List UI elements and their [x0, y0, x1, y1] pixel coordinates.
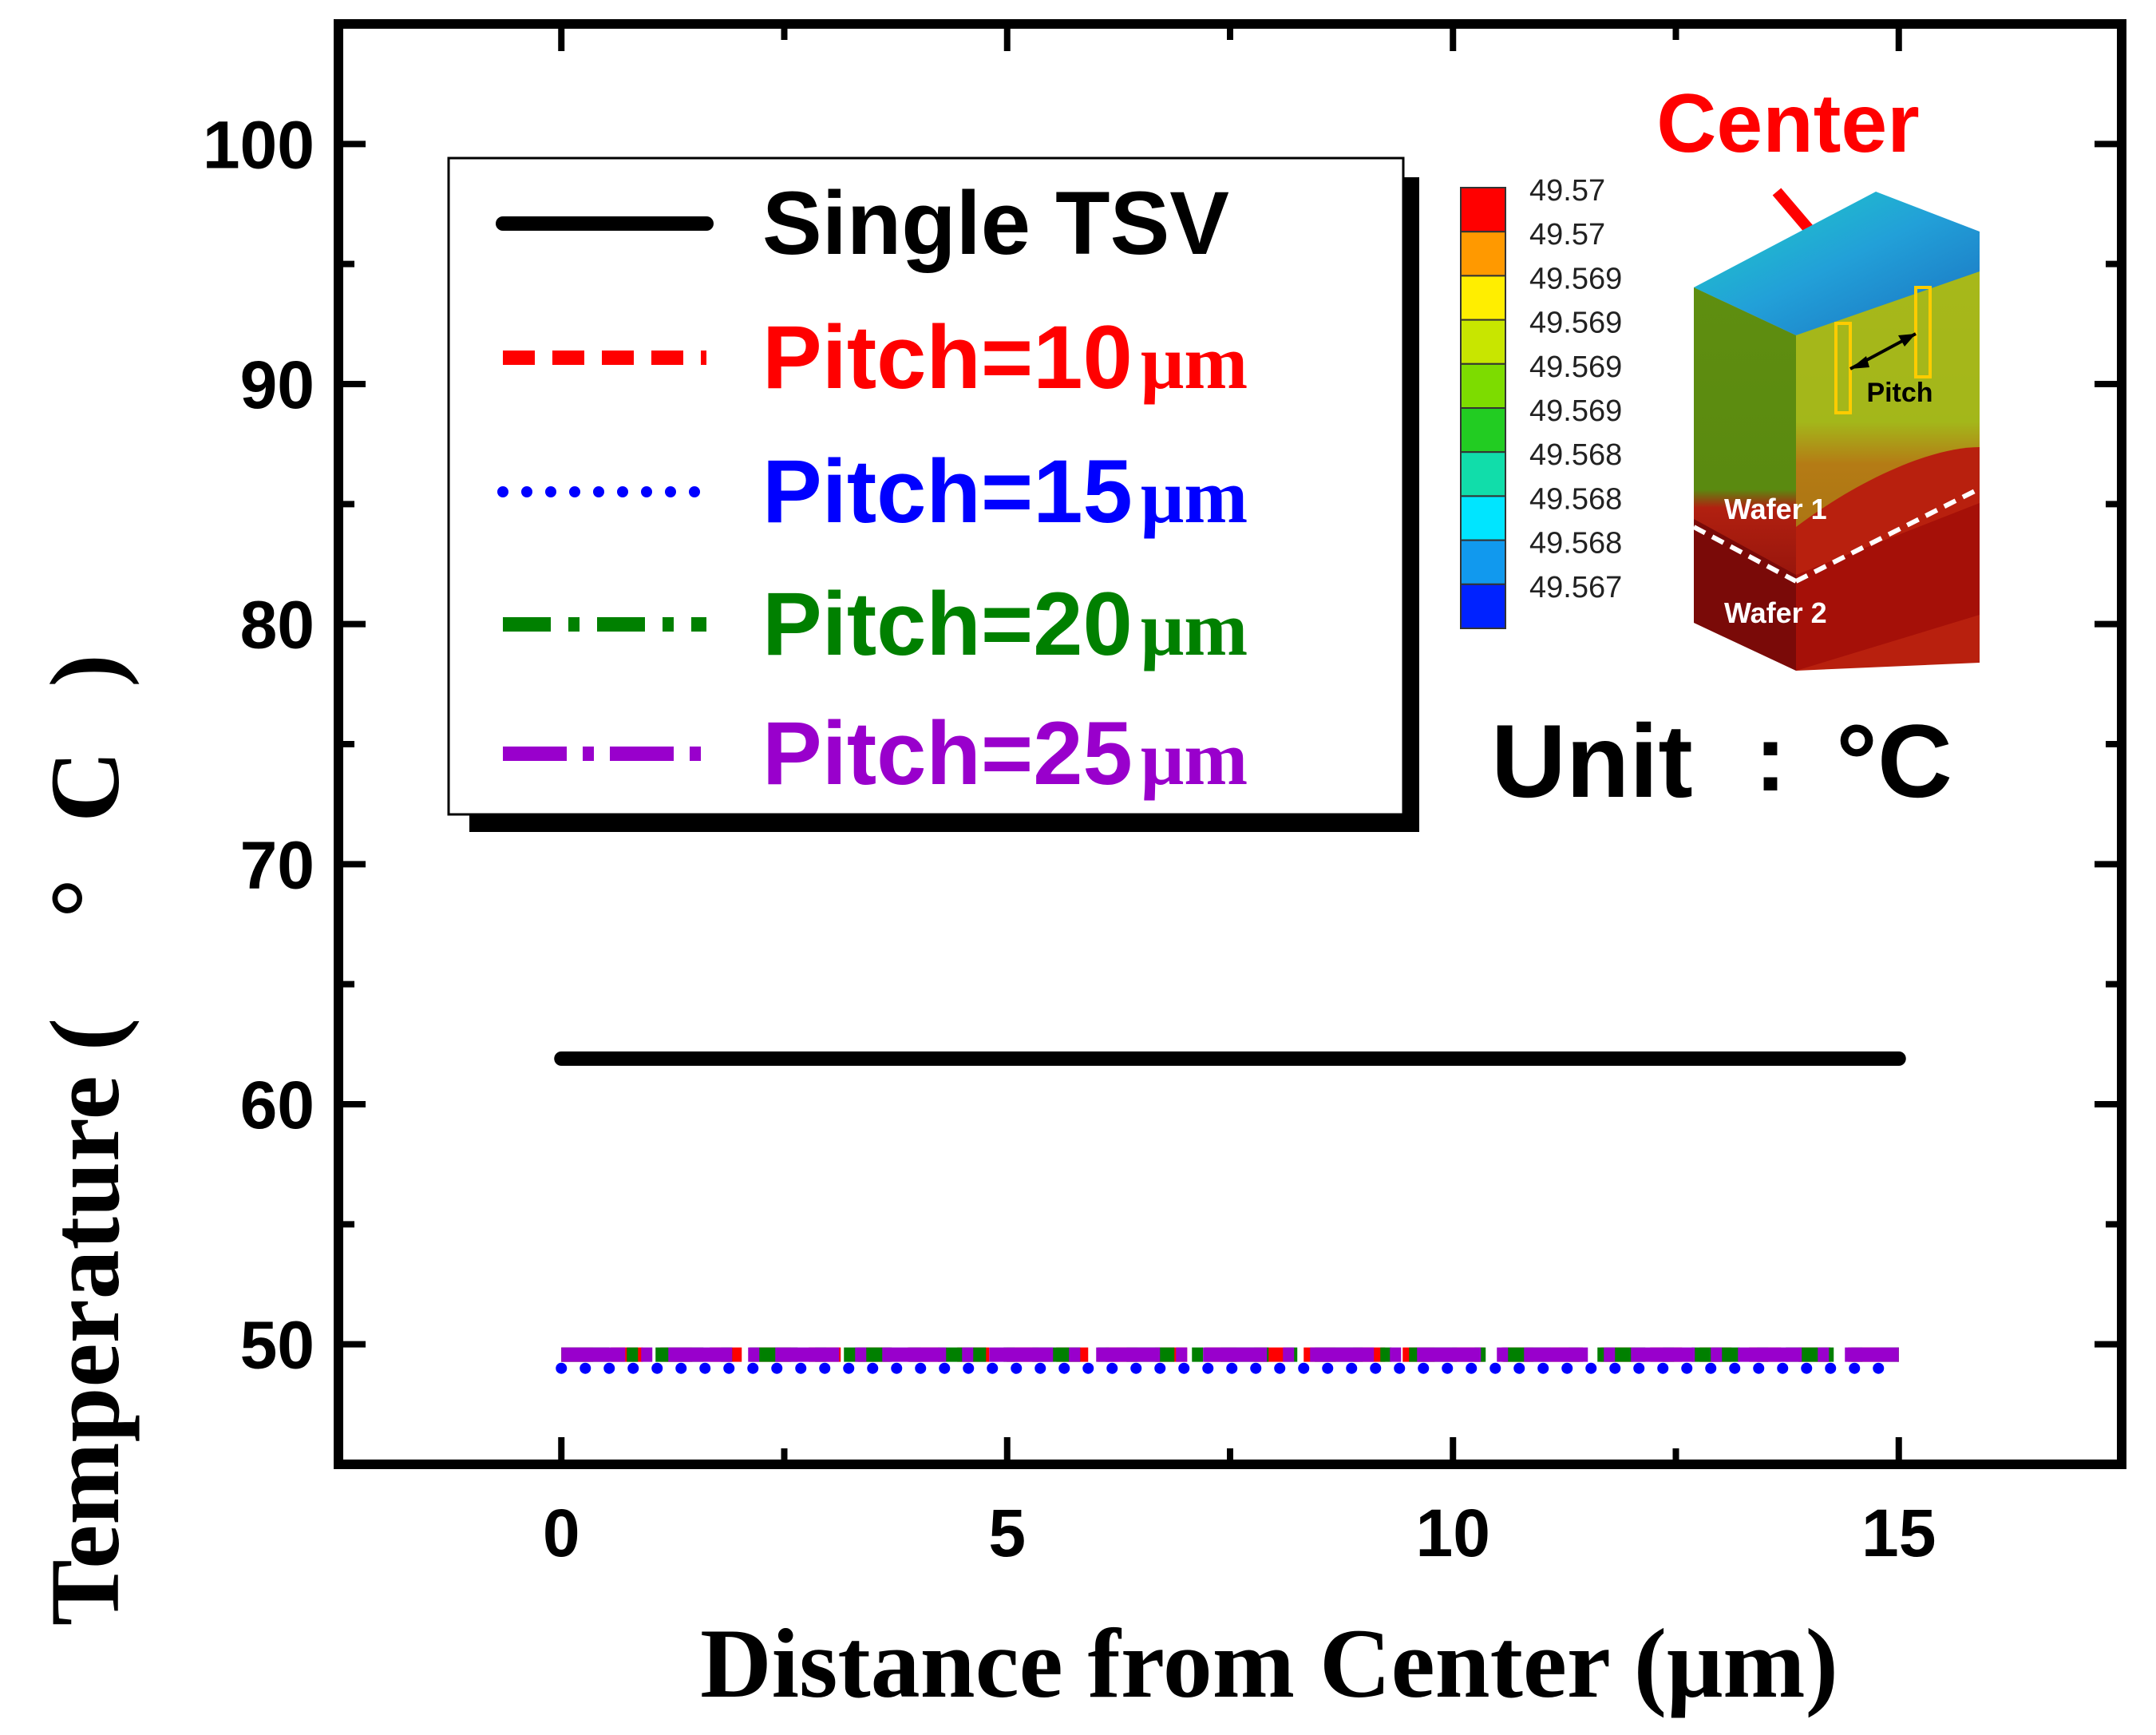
- wafer-bond-line-right: [1794, 486, 1981, 584]
- legend-label-3: Pitch=20 μm: [762, 574, 1248, 674]
- y-axis-title-close: ): [30, 654, 140, 687]
- y-axis-title-unit: C: [30, 751, 140, 822]
- colorbar-segment: [1460, 583, 1506, 629]
- legend: Single TSV Pitch=10 μm Pitch=15 μm Pitch=20 μm…: [447, 156, 1419, 832]
- y-tick-label: 100: [203, 107, 314, 182]
- y-tick-label: 60: [240, 1068, 314, 1143]
- legend-items: Single TSV Pitch=10 μm Pitch=15 μm Pitch=20 μm…: [496, 173, 1248, 803]
- colorbar-label: 49.568: [1529, 482, 1622, 516]
- pitch-arrow-head-right: [1898, 334, 1916, 347]
- model-top-face: [1694, 192, 1980, 335]
- x-tick-label: 0: [543, 1495, 580, 1571]
- unit-value: °C: [1836, 703, 1952, 819]
- x-tick-label: 10: [1416, 1495, 1490, 1571]
- axis-ticks: [335, 21, 2125, 1468]
- legend-unit-1: μm: [1141, 319, 1248, 405]
- wafer-2-label: Wafer 2: [1724, 596, 1827, 629]
- colorbar-label: 49.568: [1529, 527, 1622, 561]
- colorbar-segment: [1460, 407, 1506, 454]
- colorbar-label: 49.569: [1529, 394, 1622, 428]
- y-axis-title-main: Temperature (: [30, 1018, 140, 1626]
- colorbar-segment: [1460, 231, 1506, 277]
- y-tick-label: 50: [240, 1308, 314, 1383]
- y-tick-label: 90: [240, 347, 314, 422]
- tsv-model-render: Pitch Wafer 1 Wafer 2: [1692, 192, 1981, 671]
- wafer-1-label: Wafer 1: [1724, 493, 1827, 525]
- center-callout: Center: [1656, 77, 1919, 170]
- legend-unit-2: μm: [1141, 454, 1248, 539]
- colorbar-segment: [1460, 362, 1506, 409]
- x-axis-title: Distance from Center (μm): [700, 1609, 1838, 1718]
- colorbar-segment: [1460, 275, 1506, 321]
- series-layer: [554, 1051, 1906, 1374]
- legend-label-4: Pitch=25 μm: [762, 703, 1248, 803]
- inset: Center 49.57 49.57 49.569 49.569 49.569 49.56…: [1460, 77, 1981, 819]
- pitch-label: Pitch: [1866, 378, 1932, 408]
- colorbar-label: 49.57: [1529, 174, 1605, 208]
- colorbar-label: 49.568: [1529, 438, 1622, 472]
- colorbar-segment: [1460, 451, 1506, 497]
- colorbar-segment: [1460, 319, 1506, 365]
- colorbar: 49.57 49.57 49.569 49.569 49.569 49.569 49.568…: [1460, 174, 1622, 629]
- y-axis-title-degree: °: [30, 878, 140, 918]
- legend-unit-4: μm: [1141, 715, 1248, 801]
- x-tick-label: 5: [988, 1495, 1026, 1571]
- x-tick-label: 15: [1861, 1495, 1936, 1571]
- unit-separator: :: [1754, 704, 1786, 811]
- model-wafer2-right: [1796, 503, 1980, 671]
- legend-label-0: Single TSV: [762, 173, 1229, 273]
- y-tick-label: 70: [240, 827, 314, 902]
- model-wafer2-left: [1694, 519, 1796, 671]
- unit-label: Unit: [1491, 703, 1693, 819]
- legend-label-2: Pitch=15 μm: [762, 442, 1248, 541]
- legend-label-1: Pitch=10 μm: [762, 307, 1248, 407]
- tsv-via-right: [1914, 286, 1932, 378]
- legend-box: [447, 156, 1405, 816]
- legend-unit-3: μm: [1141, 586, 1248, 671]
- tick-labels: 0 5 10 15 50 60 70 80 90 100: [203, 107, 1936, 1571]
- colorbar-segment: [1460, 187, 1506, 233]
- y-axis-title: Temperature ( ° C ): [30, 654, 140, 1626]
- pitch-arrow-head-left: [1850, 356, 1869, 369]
- colorbar-label: 49.567: [1529, 571, 1622, 604]
- colorbar-label: 49.569: [1529, 262, 1622, 295]
- colorbar-segment: [1460, 495, 1506, 541]
- y-tick-label: 80: [240, 588, 314, 663]
- colorbar-label: 49.569: [1529, 351, 1622, 384]
- colorbar-segment: [1460, 539, 1506, 585]
- colorbar-label: 49.57: [1529, 218, 1605, 252]
- colorbar-label: 49.569: [1529, 307, 1622, 340]
